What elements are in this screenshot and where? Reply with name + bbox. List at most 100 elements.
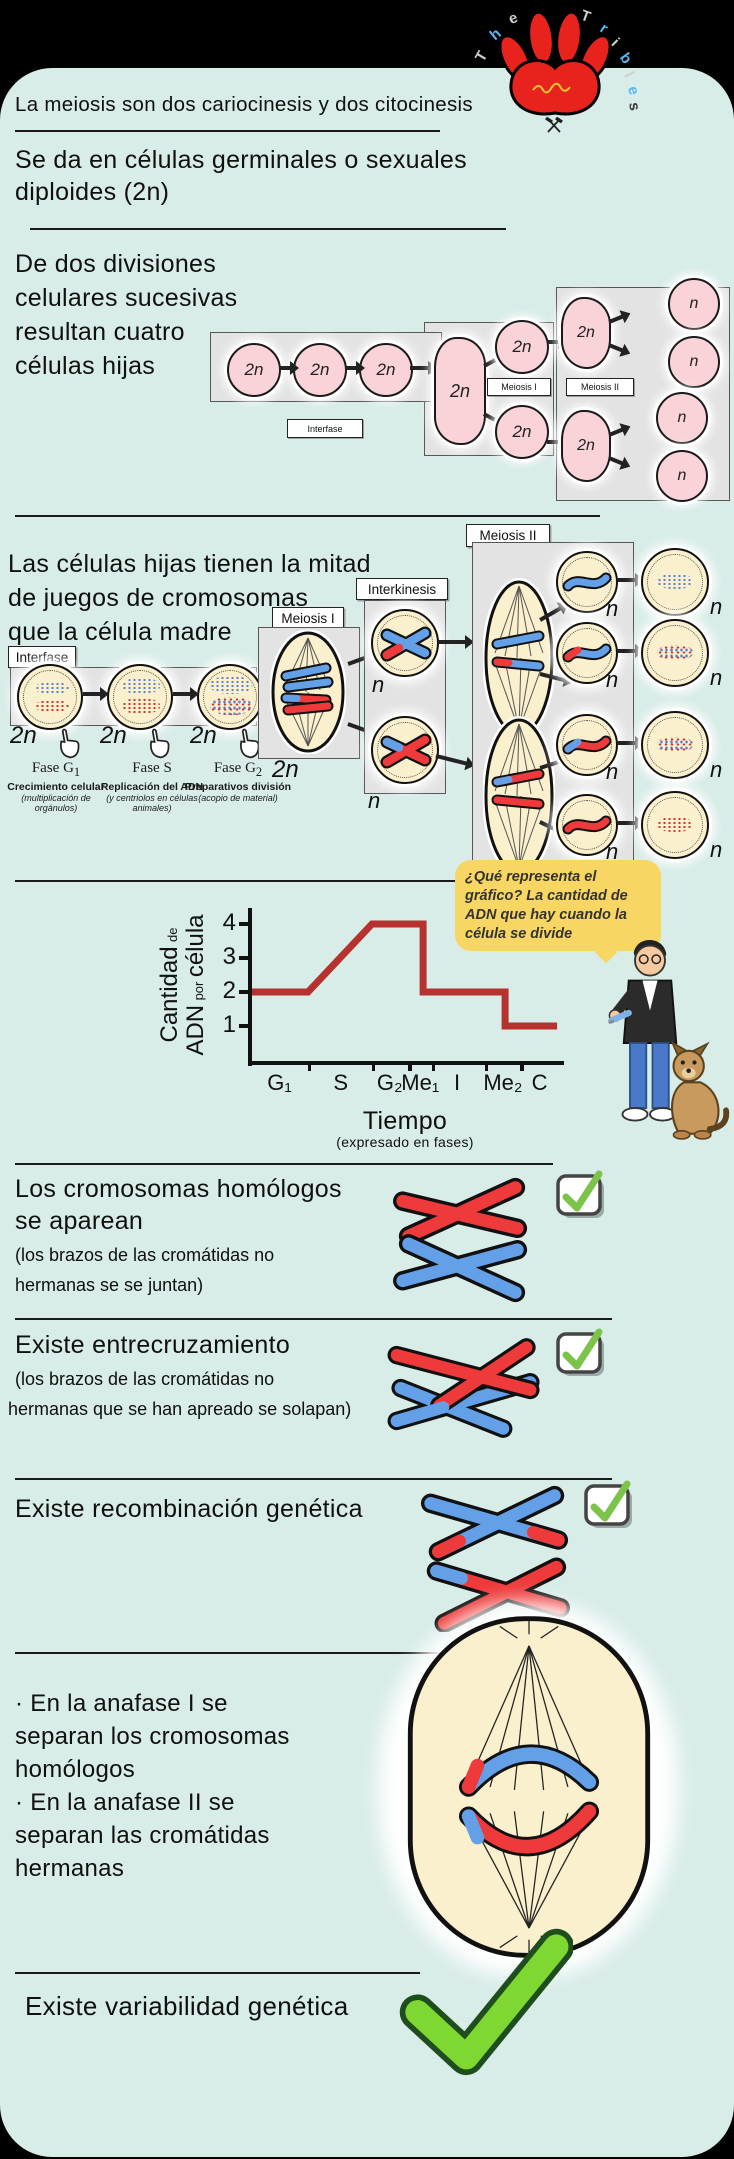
ploidy-label: 2n <box>100 722 127 749</box>
claim-pairing-title-line1: Los cromosomas homólogos <box>15 1175 342 1203</box>
statement-germ-cells-line1: Se da en células germinales o sexuales <box>15 146 467 174</box>
adn-line <box>252 920 558 1030</box>
chromatin-red <box>35 700 69 712</box>
claim-crossover-note-line2: hermanas que se han apreado se solapan) <box>8 1399 352 1419</box>
speech-bubble: ¿Qué representa el gráfico? La cantidad … <box>455 860 661 952</box>
mother-cell-2n: 2n <box>434 337 486 445</box>
arrow <box>547 435 567 448</box>
chromatin-mixed <box>657 737 693 752</box>
meiosis1-label: Meiosis I <box>272 607 344 629</box>
ploidy-label: n <box>606 839 619 864</box>
paired-homologs-figure <box>393 1177 528 1303</box>
ploidy-label: n <box>606 596 619 621</box>
arrow <box>617 644 644 657</box>
daughter-cell-n: n <box>656 450 708 502</box>
claim-crossover-title: Existe entrecruzamiento <box>15 1331 291 1359</box>
meiosis2-anaphase-cell <box>483 716 555 876</box>
pointing-hand-icon <box>60 728 80 759</box>
chromatin-blue <box>657 574 693 589</box>
cell-2n-after-meiosis1: 2n <box>495 405 549 459</box>
interkinesis-cell <box>371 716 439 784</box>
meiosis1-metaphase-cell <box>270 630 346 754</box>
chromatid-cell <box>556 622 618 684</box>
pointing-hand-icon <box>240 728 260 759</box>
chromatin-blue <box>210 676 252 694</box>
anafase-text-line6: hermanas <box>15 1855 125 1882</box>
divider <box>15 1318 612 1320</box>
pointing-hand-icon <box>150 728 170 759</box>
crossed-hammers-icon <box>545 116 563 133</box>
nucleus-outline <box>562 557 612 607</box>
claim-recombination-title: Existe recombinación genética <box>15 1495 363 1523</box>
statement-four-daughters-line4: células hijas <box>15 352 156 380</box>
big-check-icon <box>399 1928 573 2076</box>
final-cell <box>641 619 709 687</box>
claim-pairing-title-line2: se aparean <box>15 1207 144 1235</box>
statement-four-daughters-line3: resultan cuatro <box>15 318 185 346</box>
nucleus-outline <box>562 628 612 678</box>
daughter-cell-n: n <box>668 278 720 330</box>
interphase-cell-g1 <box>17 664 83 730</box>
ploidy-label: 2n <box>272 756 299 783</box>
statement-four-daughters-line1: De dos divisiones <box>15 250 217 278</box>
ploidy-label: 2n <box>190 722 217 749</box>
divider <box>15 1972 420 1974</box>
cell-2n: 2n <box>227 343 281 397</box>
statement-meiosis-definition: La meiosis son dos cariocinesis y dos ci… <box>15 93 473 116</box>
nucleus-outline <box>23 670 77 724</box>
interphase-cell-s <box>107 664 173 730</box>
arrow <box>617 573 644 586</box>
y-axis <box>248 908 252 1066</box>
divider <box>15 1478 612 1480</box>
ploidy-label: n <box>710 757 723 782</box>
claim-pairing-note-line1: (los brazos de las cromátidas no <box>15 1245 275 1265</box>
anafase-text-line3: homólogos <box>15 1756 136 1783</box>
ploidy-label: n <box>368 788 381 813</box>
nucleus-outline <box>647 625 703 681</box>
meiosis1-label: Meiosis I <box>487 378 551 396</box>
chromosome-red-blue-tip <box>380 733 432 769</box>
interkinesis-label: Interkinesis <box>356 578 448 600</box>
nucleus-outline <box>647 717 703 773</box>
cell-2n: 2n <box>293 343 347 397</box>
paw-logo: T h e T r i b l e s <box>455 2 655 133</box>
fase-caption-g2: Fase G2 Preparativos división (acopio de… <box>184 760 292 803</box>
arrow <box>438 635 474 648</box>
chromosome-blue-red-tip <box>380 626 432 662</box>
chromatid-red-blue-tip <box>562 735 612 755</box>
y-axis-title: Cantidad de ADN por célula <box>156 914 210 1056</box>
statement-half-chromosomes-line3: que la célula madre <box>8 618 232 646</box>
nucleus-outline <box>647 554 703 610</box>
divider <box>15 130 440 132</box>
paw-icon <box>498 10 612 116</box>
cell-2n: 2n <box>359 343 413 397</box>
interphase-cell-g2 <box>197 664 263 730</box>
meiosis2-anaphase-cell <box>483 578 555 738</box>
nucleus-outline <box>377 615 433 671</box>
dog-cartoon <box>670 1040 730 1140</box>
daughter-cell-n: n <box>668 336 720 388</box>
chromatin-blue <box>35 682 69 694</box>
divider <box>15 880 560 882</box>
nucleus-outline <box>377 722 433 778</box>
statement-half-chromosomes-line2: de juegos de cromosomas <box>8 584 309 612</box>
fase-caption-g1: Fase G1 Crecimiento celular (multiplicac… <box>7 760 105 813</box>
arrow <box>547 335 567 348</box>
chromatin-mixed <box>657 645 693 660</box>
claim-crossover-note-line1: (los brazos de las cromátidas no <box>15 1369 275 1389</box>
chromatid-blue-red-tip <box>562 643 612 663</box>
ploidy-label: n <box>710 594 723 619</box>
interkinesis-cell <box>371 609 439 677</box>
divider <box>30 228 506 230</box>
claim-pairing-note-line2: hermanas se se juntan) <box>15 1275 204 1295</box>
arrow <box>410 361 437 374</box>
chromatin-mixed <box>210 697 252 715</box>
nucleus-outline <box>203 670 257 724</box>
nucleus-outline <box>647 797 703 853</box>
arrow <box>279 361 299 374</box>
final-cell <box>641 548 709 616</box>
final-cell <box>641 791 709 859</box>
checkbox-checked-icon <box>556 1170 604 1218</box>
recombination-figure <box>420 1485 570 1632</box>
